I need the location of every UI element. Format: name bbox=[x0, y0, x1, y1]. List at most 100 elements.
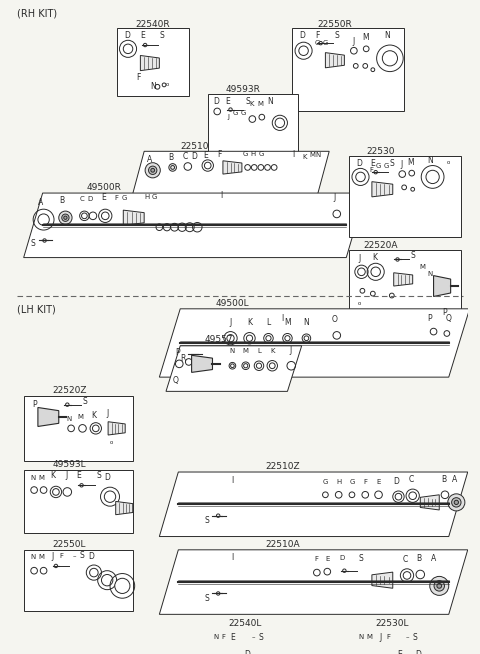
Text: (LH KIT): (LH KIT) bbox=[17, 305, 56, 315]
Text: G: G bbox=[349, 479, 355, 485]
Text: K: K bbox=[270, 347, 275, 354]
Circle shape bbox=[64, 216, 67, 219]
Text: L: L bbox=[257, 347, 261, 354]
Text: J: J bbox=[51, 552, 53, 561]
Text: C: C bbox=[79, 196, 84, 201]
Text: G: G bbox=[315, 40, 321, 46]
Circle shape bbox=[358, 268, 365, 275]
Text: N: N bbox=[303, 318, 309, 326]
Bar bbox=[352, 630, 461, 654]
Text: (RH KIT): (RH KIT) bbox=[17, 9, 57, 19]
Text: I: I bbox=[292, 150, 294, 159]
Bar bbox=[117, 28, 189, 96]
Text: O: O bbox=[332, 315, 338, 324]
Circle shape bbox=[38, 214, 49, 226]
Circle shape bbox=[123, 44, 133, 54]
Circle shape bbox=[90, 568, 98, 577]
Text: E: E bbox=[225, 97, 230, 107]
Text: S: S bbox=[160, 31, 165, 40]
Circle shape bbox=[256, 363, 262, 368]
Text: M: M bbox=[419, 264, 425, 270]
Text: M: M bbox=[366, 634, 372, 640]
Circle shape bbox=[285, 336, 290, 341]
Text: K: K bbox=[91, 411, 96, 420]
Text: D: D bbox=[416, 649, 421, 654]
Text: N: N bbox=[230, 347, 235, 354]
Text: o: o bbox=[358, 301, 361, 305]
Circle shape bbox=[101, 574, 113, 586]
Circle shape bbox=[144, 43, 147, 46]
Circle shape bbox=[430, 576, 449, 595]
Bar bbox=[208, 94, 298, 153]
Text: I: I bbox=[220, 192, 222, 200]
Text: o: o bbox=[110, 440, 114, 445]
Text: E: E bbox=[376, 479, 381, 485]
Text: S: S bbox=[204, 516, 209, 525]
Text: K: K bbox=[372, 253, 377, 262]
Text: P: P bbox=[443, 308, 447, 317]
Text: A: A bbox=[431, 554, 436, 563]
Text: M: M bbox=[39, 475, 45, 481]
Text: o: o bbox=[165, 82, 168, 88]
Text: B: B bbox=[416, 554, 421, 563]
Text: G: G bbox=[233, 111, 238, 116]
Text: F: F bbox=[136, 73, 141, 82]
Polygon shape bbox=[192, 355, 213, 372]
Circle shape bbox=[82, 213, 87, 218]
Text: F: F bbox=[217, 150, 221, 159]
Text: G: G bbox=[240, 111, 246, 116]
Text: –: – bbox=[72, 553, 76, 559]
Text: S: S bbox=[31, 239, 36, 248]
Text: N: N bbox=[315, 152, 321, 158]
Text: D: D bbox=[192, 152, 197, 160]
Text: M: M bbox=[243, 347, 249, 354]
Text: I: I bbox=[282, 314, 284, 323]
Bar bbox=[349, 156, 461, 237]
Circle shape bbox=[148, 166, 157, 175]
Text: F: F bbox=[363, 479, 367, 485]
Circle shape bbox=[115, 578, 130, 593]
Text: F: F bbox=[60, 553, 64, 559]
Text: 22550L: 22550L bbox=[52, 540, 86, 549]
Text: M: M bbox=[258, 101, 264, 107]
Text: S: S bbox=[410, 251, 415, 260]
Text: G: G bbox=[384, 164, 389, 169]
Text: G: G bbox=[152, 194, 157, 200]
Text: K: K bbox=[302, 154, 307, 160]
Text: 49593L: 49593L bbox=[52, 460, 86, 469]
Circle shape bbox=[169, 164, 177, 171]
Circle shape bbox=[299, 46, 308, 56]
Text: A: A bbox=[38, 198, 43, 207]
Text: 49500R: 49500R bbox=[86, 183, 121, 192]
Text: M: M bbox=[309, 152, 315, 158]
Text: B: B bbox=[442, 475, 446, 484]
Circle shape bbox=[145, 163, 160, 178]
Text: E: E bbox=[230, 632, 235, 642]
Text: C: C bbox=[408, 475, 413, 484]
Circle shape bbox=[151, 168, 155, 172]
Text: S: S bbox=[335, 31, 339, 40]
Circle shape bbox=[356, 172, 365, 182]
Text: 22540L: 22540L bbox=[228, 619, 262, 628]
Circle shape bbox=[227, 335, 234, 342]
Text: F: F bbox=[221, 634, 225, 640]
Text: N: N bbox=[214, 634, 219, 640]
Text: M: M bbox=[284, 318, 291, 326]
Circle shape bbox=[454, 500, 458, 504]
Text: A: A bbox=[452, 475, 457, 484]
Text: P: P bbox=[175, 348, 180, 357]
Text: J: J bbox=[334, 194, 336, 202]
Circle shape bbox=[59, 211, 72, 224]
Text: S: S bbox=[412, 632, 417, 642]
Circle shape bbox=[388, 647, 392, 650]
Bar bbox=[24, 550, 133, 611]
Text: S: S bbox=[358, 554, 363, 563]
Circle shape bbox=[216, 514, 220, 517]
Text: G: G bbox=[323, 479, 328, 485]
Circle shape bbox=[54, 564, 58, 568]
Text: M: M bbox=[362, 33, 369, 42]
Polygon shape bbox=[116, 502, 133, 515]
Circle shape bbox=[452, 498, 461, 507]
Text: G: G bbox=[243, 151, 248, 157]
Text: S: S bbox=[79, 551, 84, 560]
